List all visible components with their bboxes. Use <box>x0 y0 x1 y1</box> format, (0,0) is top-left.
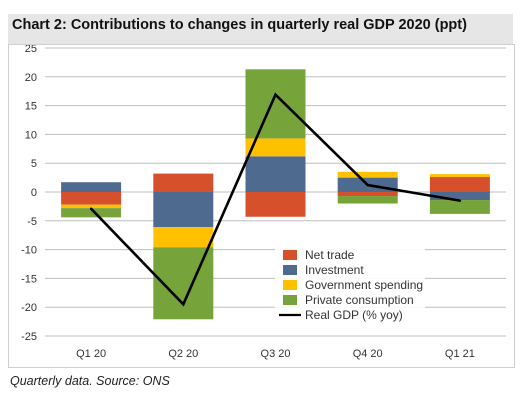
chart-plot-area: 25 20 15 10 5 0 -5 -10 -15 -20 -25 Q1 20 Q2 20 Q3 20 Q… <box>8 44 515 368</box>
legend-label: Government spending <box>305 278 423 292</box>
real-gdp-point <box>182 303 185 306</box>
bar-net-trade <box>429 177 490 192</box>
legend-label: Real GDP (% yoy) <box>305 308 403 322</box>
legend-swatch-investment <box>283 265 297 275</box>
x-tick-label: Q1 20 <box>76 348 106 360</box>
bar-government-spending <box>153 227 214 248</box>
bar-investment <box>245 156 306 192</box>
x-tick-label: Q1 21 <box>445 348 475 360</box>
real-gdp-point <box>366 183 369 187</box>
real-gdp-point <box>274 93 277 96</box>
y-tick-label: -15 <box>21 273 37 285</box>
chart-title: Chart 2: Contributions to changes in qua… <box>12 17 467 33</box>
x-tick-label: Q2 20 <box>168 348 198 360</box>
bar-investment <box>61 182 122 192</box>
y-tick-label: -25 <box>21 331 37 343</box>
bar-net-trade <box>337 192 398 197</box>
bar-government-spending <box>245 138 306 157</box>
x-tick-label: Q3 20 <box>261 348 291 360</box>
chart-title-bar: Chart 2: Contributions to changes in qua… <box>8 14 513 44</box>
bar-private-consumption <box>61 208 122 218</box>
x-tick-label: Q4 20 <box>353 348 383 360</box>
y-tick-label: 10 <box>25 129 37 141</box>
legend-label: Investment <box>305 263 364 277</box>
bar-investment <box>153 192 214 228</box>
y-tick-label: 0 <box>31 187 37 199</box>
y-tick-label: 20 <box>25 72 37 84</box>
bar-investment <box>429 192 490 201</box>
legend-swatch-government-spending <box>283 280 297 290</box>
chart-svg: 25 20 15 10 5 0 -5 -10 -15 -20 -25 Q1 20 Q2 20 Q3 20 Q… <box>21 45 506 360</box>
real-gdp-point <box>458 199 462 202</box>
real-gdp-point <box>89 207 93 210</box>
bar-private-consumption <box>245 69 306 139</box>
legend-background <box>275 245 425 324</box>
bar-net-trade <box>61 192 122 205</box>
y-tick-label: -20 <box>21 302 37 314</box>
source-note: Quarterly data. Source: ONS <box>10 374 170 388</box>
legend-swatch-private-consumption <box>283 295 297 305</box>
bar-government-spending <box>429 174 490 178</box>
bar-private-consumption <box>429 200 490 214</box>
y-tick-label: 5 <box>31 158 37 170</box>
y-tick-label: 25 <box>25 45 37 55</box>
y-tick-label: 15 <box>25 101 37 113</box>
legend-label: Net trade <box>305 248 355 262</box>
bar-government-spending <box>61 204 122 209</box>
bar-private-consumption <box>337 196 398 204</box>
legend-label: Private consumption <box>305 293 414 307</box>
y-tick-label: -5 <box>27 216 37 228</box>
bar-government-spending <box>337 171 398 178</box>
legend-swatch-net-trade <box>283 250 297 260</box>
bar-net-trade <box>153 173 214 192</box>
bar-net-trade <box>245 192 306 217</box>
y-tick-label: -10 <box>21 245 37 257</box>
